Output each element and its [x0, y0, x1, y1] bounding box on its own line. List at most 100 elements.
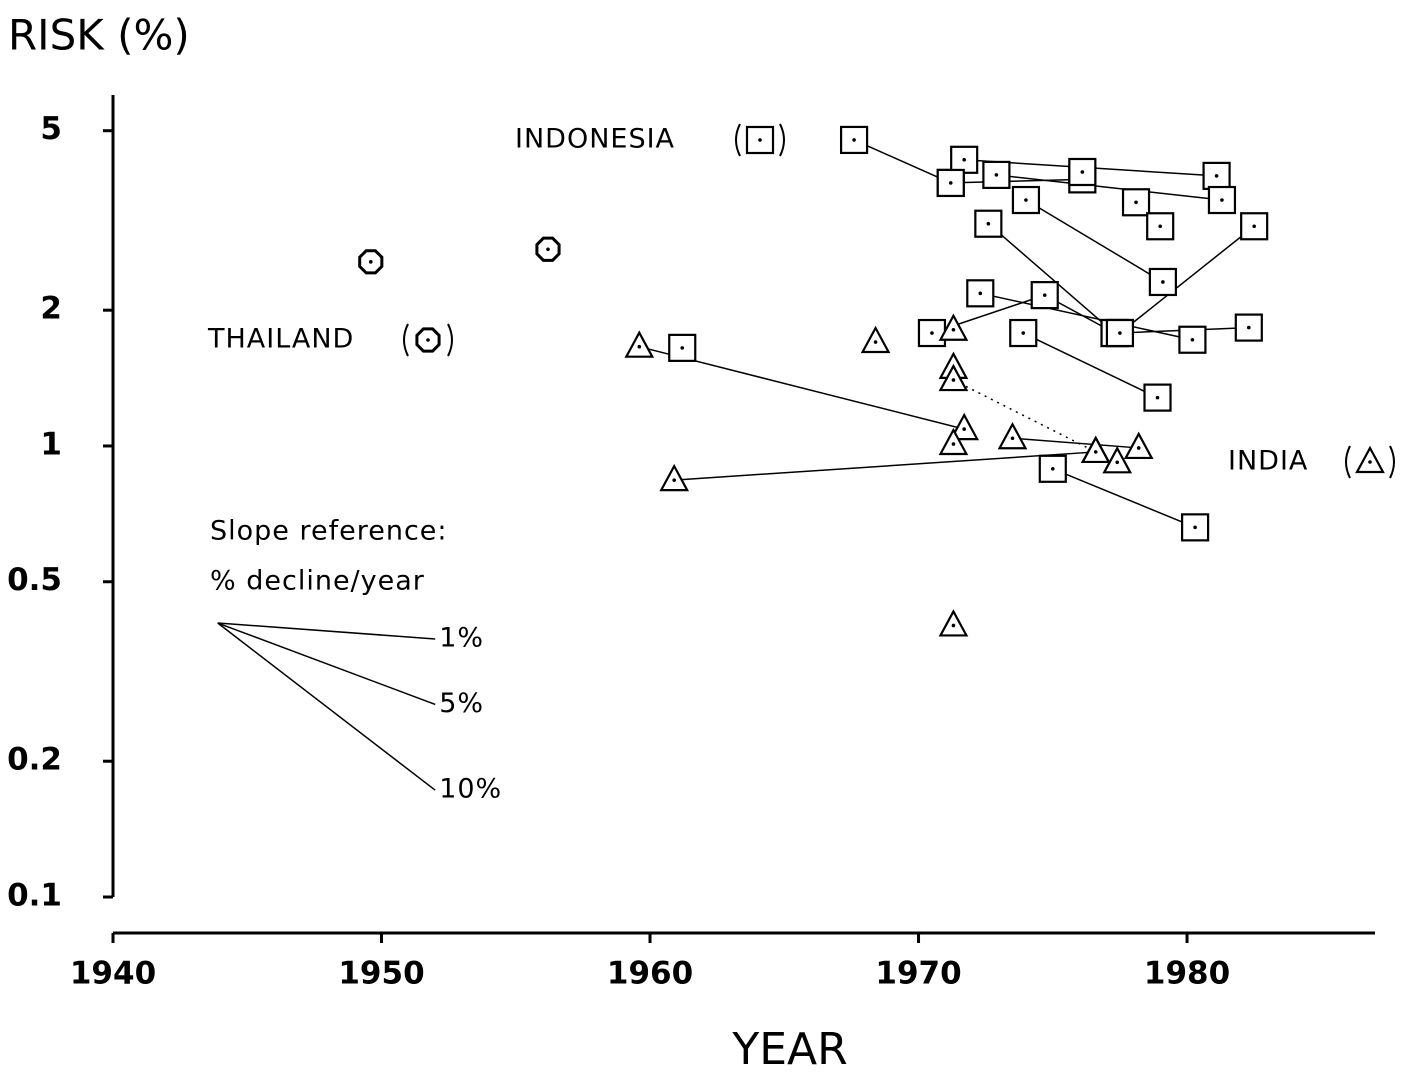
point-part: [1042, 293, 1047, 297]
point-part: [1180, 513, 1210, 542]
point-part: [962, 427, 966, 431]
connector: [1052, 468, 1196, 529]
x-tick-label: 1950: [338, 956, 424, 992]
legend-label: INDIA: [1228, 446, 1308, 477]
point-part: [1068, 157, 1097, 187]
point: [1102, 445, 1133, 474]
point-part: [624, 330, 655, 358]
point-part: [1093, 450, 1098, 454]
connector: [674, 451, 1096, 481]
connector: [987, 223, 1116, 334]
y-tick-label: 0.2: [7, 742, 62, 778]
slope-line: [217, 622, 436, 706]
point: [1123, 431, 1154, 460]
point: [982, 160, 1011, 190]
point-part: [930, 331, 934, 335]
point-part: [1134, 200, 1138, 205]
point-part: [1247, 325, 1251, 330]
y-tick-label: 5: [40, 111, 62, 147]
point-part: [659, 463, 690, 492]
legend-label: INDONESIA: [515, 124, 675, 155]
connector: [1119, 225, 1255, 334]
point-part: [1214, 174, 1219, 178]
connector: [953, 379, 1097, 453]
connector: [996, 174, 1223, 201]
point-part: [949, 412, 980, 441]
point-part: [1155, 395, 1160, 400]
legend-symbol-part: [758, 138, 762, 142]
legend-symbol-part: [1355, 445, 1385, 474]
point-part: [1118, 331, 1122, 335]
point: [358, 249, 384, 275]
point-part: [672, 478, 676, 482]
point: [1143, 383, 1172, 412]
legend-symbol: [1355, 445, 1385, 474]
point: [1180, 513, 1210, 542]
point-part: [680, 346, 685, 350]
point: [938, 609, 969, 637]
point-part: [966, 279, 995, 308]
point-part: [1021, 331, 1026, 335]
point: [1121, 188, 1151, 217]
y-tick-label: 0.1: [7, 878, 62, 914]
x-tick-label: 1960: [607, 956, 693, 992]
x-tick-label: 1980: [1144, 956, 1230, 992]
point-part: [938, 313, 969, 341]
point-part: [1050, 466, 1055, 471]
point-part: [1220, 198, 1224, 202]
point-part: [1121, 188, 1151, 217]
point: [1080, 435, 1111, 464]
point-part: [1178, 325, 1207, 354]
legend-symbol-part: [426, 338, 430, 342]
x-tick-label: 1970: [875, 956, 961, 992]
point: [938, 313, 969, 341]
slope-line: [217, 622, 436, 640]
point-part: [1115, 460, 1120, 465]
point: [659, 463, 690, 492]
legend-symbol-part: [1368, 460, 1372, 464]
y-tick-label: 0.5: [7, 562, 62, 598]
point-part: [546, 247, 550, 252]
point-part: [1038, 454, 1067, 483]
point: [1148, 267, 1177, 297]
point-part: [948, 181, 953, 185]
point: [860, 325, 891, 354]
point-part: [938, 363, 969, 392]
point: [668, 333, 697, 362]
point-part: [951, 442, 956, 446]
slope-subtitle: % decline/year: [210, 566, 425, 597]
slope-label: 5%: [439, 688, 484, 719]
point-part: [962, 158, 966, 162]
point-part: [1080, 435, 1111, 464]
point-part: [938, 427, 969, 456]
point-part: [852, 138, 856, 142]
point-part: [986, 221, 991, 226]
x-axis-label: YEAR: [731, 1024, 847, 1075]
point: [1240, 212, 1269, 241]
point: [997, 421, 1028, 450]
point: [938, 363, 969, 392]
connector: [853, 139, 952, 184]
point: [1178, 325, 1207, 354]
legend-paren: [1345, 445, 1395, 479]
point: [966, 279, 995, 308]
point: [949, 412, 980, 441]
point-part: [637, 344, 642, 349]
point-part: [873, 340, 878, 344]
point: [1207, 185, 1237, 215]
connector: [950, 178, 1083, 184]
legend-label: THAILAND: [207, 324, 354, 355]
point-part: [1158, 224, 1162, 229]
point: [1038, 454, 1067, 483]
connector: [1025, 199, 1164, 283]
point-part: [1193, 525, 1197, 530]
point-part: [938, 609, 969, 637]
connector: [1022, 332, 1158, 399]
point-part: [997, 421, 1028, 450]
point: [1030, 281, 1059, 310]
point-part: [839, 125, 869, 155]
y-tick-label: 1: [40, 426, 62, 462]
point: [1105, 318, 1135, 348]
legend-paren: [735, 123, 785, 157]
